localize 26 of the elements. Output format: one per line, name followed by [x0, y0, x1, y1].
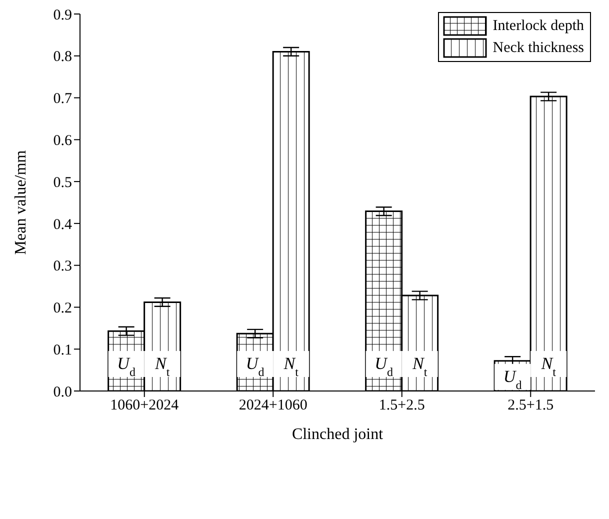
x-tick-label: 2.5+1.5 [508, 398, 554, 414]
x-tick-label: 2024+1060 [238, 398, 308, 414]
data-label: U$_{d}$ [374, 354, 393, 379]
y-tick-label: 0.0 [53, 384, 72, 400]
y-tick-label: 0.3 [53, 258, 72, 275]
data-label: U$_{d}$ [246, 354, 264, 379]
data-label: N$_{t}$ [282, 354, 300, 379]
x-axis-title: Clinched joint [292, 426, 384, 443]
data-label: U$_{d}$ [503, 366, 522, 392]
y-tick-label: 0.5 [53, 174, 72, 191]
y-axis-title: Mean value/mm [12, 150, 30, 255]
data-label: N$_{t}$ [154, 354, 170, 379]
y-tick-label: 0.1 [53, 342, 72, 358]
y-tick-label: 0.9 [53, 7, 72, 24]
y-tick-label: 0.4 [53, 216, 72, 233]
data-label: U$_{d}$ [117, 354, 136, 379]
y-tick-label: 0.2 [53, 300, 72, 317]
y-tick-label: 0.6 [53, 132, 72, 149]
legend-label: Interlock depth [492, 18, 584, 34]
x-tick-label: 1060+2024 [110, 398, 180, 414]
y-tick-label: 0.7 [53, 91, 72, 108]
data-label: N$_{t}$ [540, 354, 557, 379]
legend-label: Neck thickness [492, 40, 584, 56]
y-tick-label: 0.8 [53, 49, 72, 66]
x-tick-label: 1.5+2.5 [378, 398, 425, 414]
data-label: N$_{t}$ [411, 354, 428, 379]
